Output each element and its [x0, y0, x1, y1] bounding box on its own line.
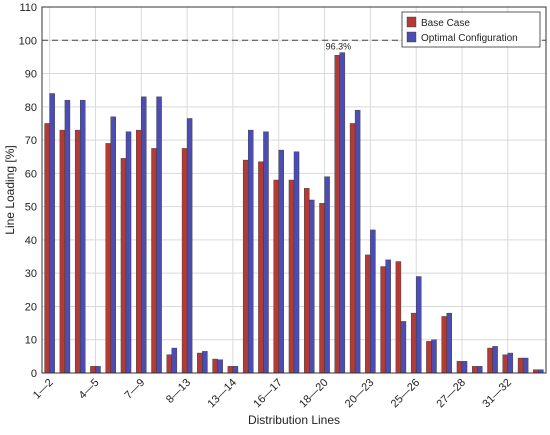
bar [385, 259, 391, 374]
bar [242, 159, 249, 374]
bar [258, 161, 264, 374]
bar [156, 96, 162, 374]
legend-box [401, 11, 541, 48]
y-tick-label: 60 [25, 168, 37, 180]
y-tick-label: 30 [25, 268, 37, 280]
bar [74, 129, 81, 374]
bar [431, 339, 437, 374]
bar [232, 366, 239, 374]
bar [446, 312, 452, 374]
y-tick-label: 20 [25, 301, 37, 313]
bar [197, 352, 203, 374]
bar [410, 312, 417, 374]
bar [370, 229, 376, 374]
bar [49, 93, 55, 374]
bar [120, 158, 127, 374]
bar [415, 276, 422, 374]
bar [217, 359, 223, 374]
bar [125, 131, 132, 374]
x-axis-title: Distribution Lines [248, 413, 340, 427]
bar [380, 266, 386, 374]
bar [64, 99, 71, 374]
bar [477, 366, 483, 374]
bar [365, 254, 371, 374]
bar [59, 129, 66, 374]
bar [202, 351, 208, 374]
bar [354, 109, 361, 374]
bar [278, 149, 284, 374]
bar [334, 55, 341, 374]
y-tick-label: 110 [19, 2, 37, 14]
bar [136, 129, 142, 374]
bar [487, 347, 493, 374]
bar [141, 96, 147, 374]
bar [171, 347, 178, 374]
bar [522, 357, 529, 374]
bar [44, 123, 50, 374]
bar [181, 148, 188, 374]
bar [273, 179, 279, 374]
y-tick-label: 70 [25, 135, 37, 147]
bar [186, 118, 193, 374]
bar [263, 131, 269, 374]
bar [456, 361, 463, 374]
bar [349, 123, 356, 374]
bar [395, 261, 402, 374]
bar [247, 129, 254, 374]
y-tick-label: 0 [31, 368, 37, 380]
bar [507, 352, 514, 374]
bar [151, 148, 157, 374]
bar [472, 366, 478, 374]
bar [400, 321, 407, 374]
y-tick-label: 50 [25, 202, 37, 214]
bar [105, 143, 111, 374]
y-tick-label: 80 [25, 102, 37, 114]
bar [492, 346, 498, 374]
data-label: 96.3% [326, 42, 352, 52]
bar [319, 203, 325, 374]
bar [95, 366, 101, 374]
bar [304, 188, 310, 374]
bar [90, 366, 96, 374]
bar [517, 357, 524, 374]
y-tick-label: 40 [25, 235, 37, 247]
bar [339, 52, 346, 374]
y-tick-label: 100 [19, 35, 37, 47]
bar [309, 199, 315, 374]
bar [324, 176, 330, 374]
bar [288, 179, 295, 374]
legend-swatch [406, 16, 417, 28]
bar [426, 341, 432, 374]
bar [502, 354, 509, 374]
bar [441, 316, 447, 374]
bar [166, 354, 173, 374]
bar [461, 361, 468, 374]
legend-label: Base Case [421, 18, 470, 29]
y-axis-title: Line Loading [%] [3, 145, 17, 234]
legend-swatch [406, 31, 417, 43]
legend-label: Optimal Configuration [421, 33, 518, 44]
bar [212, 358, 218, 374]
bar [293, 151, 300, 374]
y-tick-label: 10 [25, 335, 37, 347]
y-tick-label: 90 [25, 69, 37, 81]
bar [110, 116, 116, 374]
plot-frame [41, 6, 547, 374]
bar [79, 99, 86, 374]
bar [227, 366, 234, 374]
